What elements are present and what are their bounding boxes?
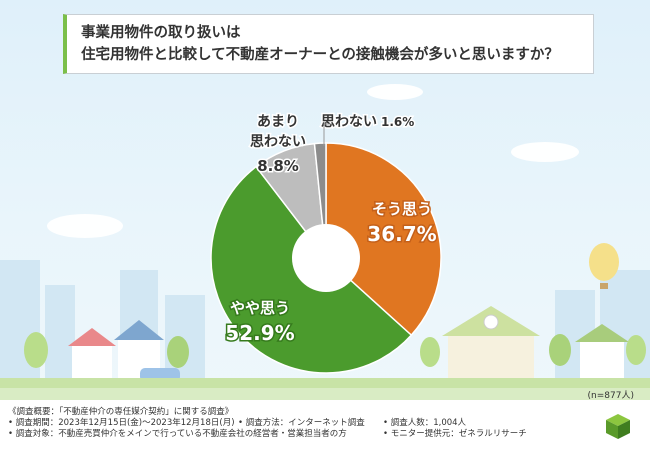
question-title-line-1: 事業用物件の取り扱いは	[81, 25, 241, 41]
slice-sou-omou	[325, 142, 442, 337]
question-title-line-2: 住宅用物件と比較して不動産オーナーとの接触機会が多いと思いますか？	[81, 47, 559, 63]
label-omowanai: 思わない	[321, 114, 377, 130]
leader-line-omowanai	[323, 123, 330, 146]
survey-provider: • モニター提供元：ゼネラルリサーチ	[383, 429, 527, 439]
value-yaya-omou: 52.9%	[225, 321, 294, 345]
sample-size-label: (n=877人)	[587, 391, 634, 401]
label-yaya-omou: やや思う	[230, 299, 290, 317]
survey-footer: 《調査概要：「不動産仲介の専任媒介契約」に関する調査》 • 調査期間：2023年…	[0, 400, 650, 450]
value-amari-omowanai: 8.8%	[257, 157, 299, 175]
town-illustration	[0, 243, 650, 399]
brand-logo-cube	[606, 414, 630, 439]
survey-target: • 調査対象：不動産売買仲介をメインで行っている不動産会社の経営者・営業担当者の…	[8, 429, 347, 439]
label-amari-omowanai-2: 思わない	[250, 134, 306, 150]
label-sou-omou: そう思う	[372, 200, 432, 218]
road-strip	[0, 388, 650, 400]
survey-overview: 《調査概要：「不動産仲介の専任媒介契約」に関する調査》	[8, 407, 234, 417]
question-title-box: 事業用物件の取り扱いは 住宅用物件と比較して不動産オーナーとの接触機会が多いと思…	[63, 14, 594, 74]
value-omowanai: 1.6%	[381, 115, 414, 129]
survey-period: • 調査期間：2023年12月15日(金)～2023年12月18日(月)	[8, 418, 235, 428]
donut-hole	[292, 224, 360, 292]
survey-count: • 調査人数：1,004人	[383, 418, 467, 428]
value-sou-omou: 36.7%	[367, 222, 436, 246]
label-amari-omowanai-1: あまり	[257, 114, 299, 130]
survey-method: • 調査方法：インターネット調査	[238, 418, 365, 428]
